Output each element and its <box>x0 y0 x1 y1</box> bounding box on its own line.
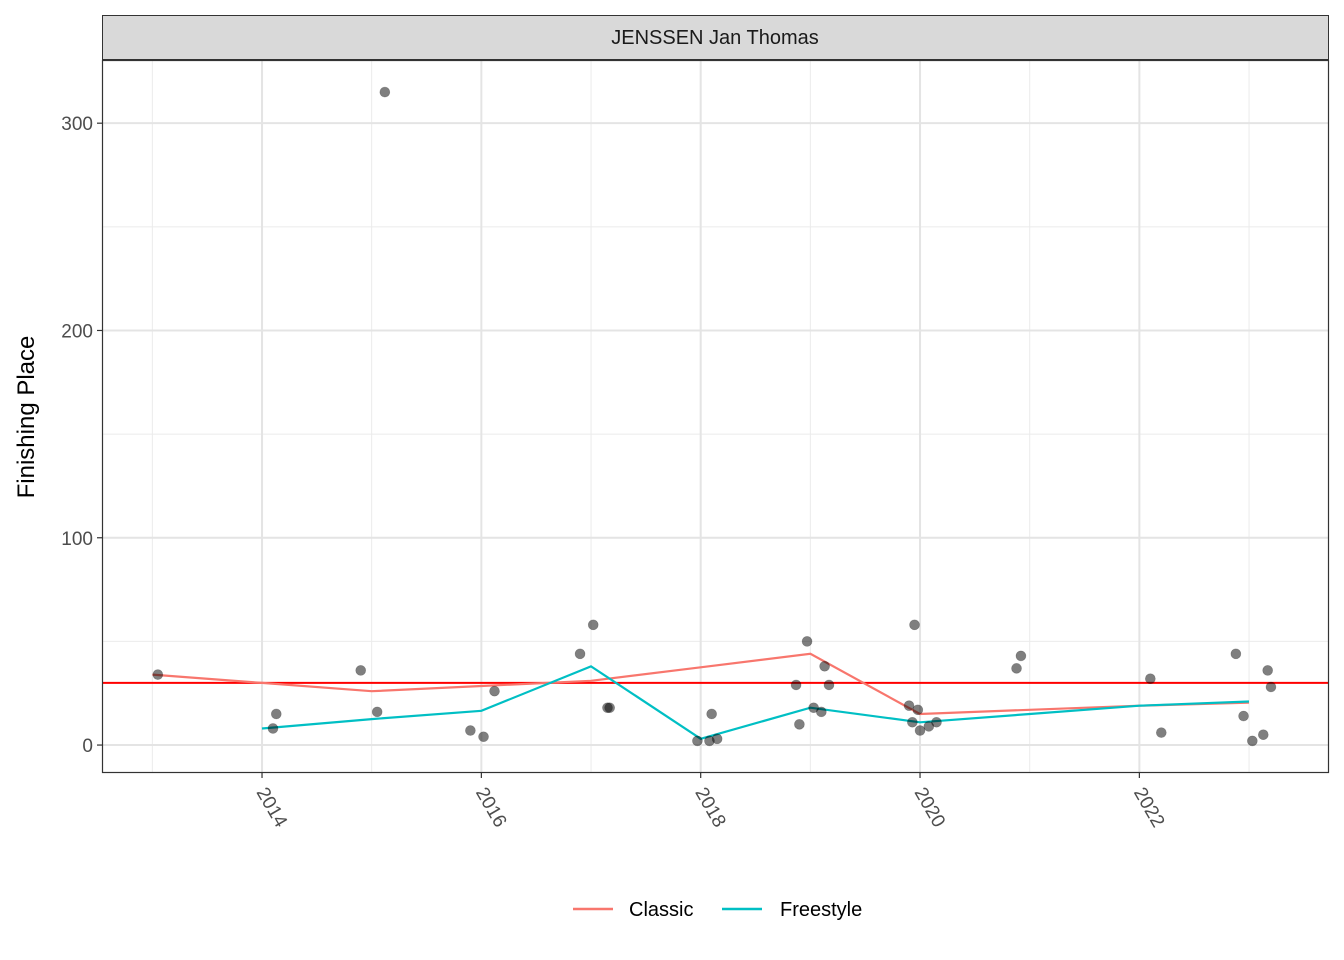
y-tick-label: 0 <box>82 736 93 757</box>
data-point <box>1156 727 1167 738</box>
data-point <box>790 679 802 691</box>
data-point <box>801 636 813 647</box>
data-point <box>355 665 367 676</box>
data-point <box>914 725 926 736</box>
data-point <box>489 685 500 697</box>
data-point <box>931 716 942 728</box>
data-point <box>1145 673 1156 685</box>
plot-panel <box>102 60 1329 773</box>
y-axis: 0 100 200 300 <box>61 114 103 757</box>
legend-label-classic: Classic <box>629 899 693 921</box>
data-point <box>912 704 924 716</box>
facet-title: JENSSEN Jan Thomas <box>611 27 819 49</box>
data-point <box>819 660 830 672</box>
legend: Classic Freestyle <box>573 899 862 921</box>
data-point <box>816 706 827 718</box>
data-point <box>587 619 599 631</box>
data-point <box>1247 735 1258 747</box>
data-point <box>711 733 723 745</box>
data-point <box>465 725 476 736</box>
data-point <box>794 719 805 730</box>
data-point <box>379 86 391 98</box>
y-axis-title: Finishing Place <box>13 336 40 499</box>
data-point <box>270 708 282 720</box>
x-axis: 2014 2016 2018 2020 2022 <box>252 772 1168 831</box>
data-point <box>152 669 164 680</box>
data-point <box>604 702 615 714</box>
data-point <box>1011 663 1022 674</box>
y-tick-label: 300 <box>61 114 93 135</box>
y-tick-label: 100 <box>61 529 93 550</box>
y-tick-label: 200 <box>61 321 93 342</box>
data-point <box>903 700 915 711</box>
data-point <box>692 735 703 747</box>
x-tick-label: 2014 <box>252 784 292 831</box>
facet-strip <box>102 15 1329 60</box>
data-point <box>267 723 279 734</box>
panel-border <box>101 59 1330 774</box>
data-point <box>1265 681 1277 693</box>
series-line-classic <box>152 652 1250 716</box>
data-point <box>1230 648 1242 660</box>
data-point <box>478 731 489 743</box>
series-line-freestyle <box>261 665 1250 740</box>
data-point <box>706 708 717 720</box>
data-point <box>1257 729 1269 740</box>
data-point <box>909 619 920 631</box>
data-points <box>152 86 1277 747</box>
data-point <box>574 648 586 660</box>
grid-major <box>103 61 1328 772</box>
data-point <box>1238 710 1249 722</box>
x-tick-label: 2020 <box>910 784 949 831</box>
x-tick-label: 2018 <box>690 784 729 831</box>
legend-label-freestyle: Freestyle <box>780 899 862 921</box>
data-point <box>1262 665 1273 676</box>
data-point <box>823 679 835 691</box>
x-tick-label: 2022 <box>1129 784 1168 831</box>
data-point <box>1015 650 1027 662</box>
x-tick-label: 2016 <box>471 784 510 831</box>
data-point <box>907 716 918 728</box>
series-lines <box>152 652 1250 740</box>
data-point <box>371 706 383 718</box>
